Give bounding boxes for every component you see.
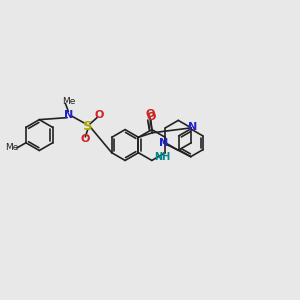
Text: N: N bbox=[188, 122, 197, 132]
Text: N: N bbox=[160, 138, 169, 148]
Text: O: O bbox=[146, 112, 156, 122]
Text: N: N bbox=[64, 110, 73, 120]
Text: O: O bbox=[94, 110, 104, 120]
Text: O: O bbox=[81, 134, 90, 144]
Text: O: O bbox=[145, 110, 154, 119]
Text: NH: NH bbox=[154, 152, 170, 162]
Text: Me: Me bbox=[5, 143, 18, 152]
Text: S: S bbox=[83, 120, 93, 133]
Text: Me: Me bbox=[62, 97, 75, 106]
